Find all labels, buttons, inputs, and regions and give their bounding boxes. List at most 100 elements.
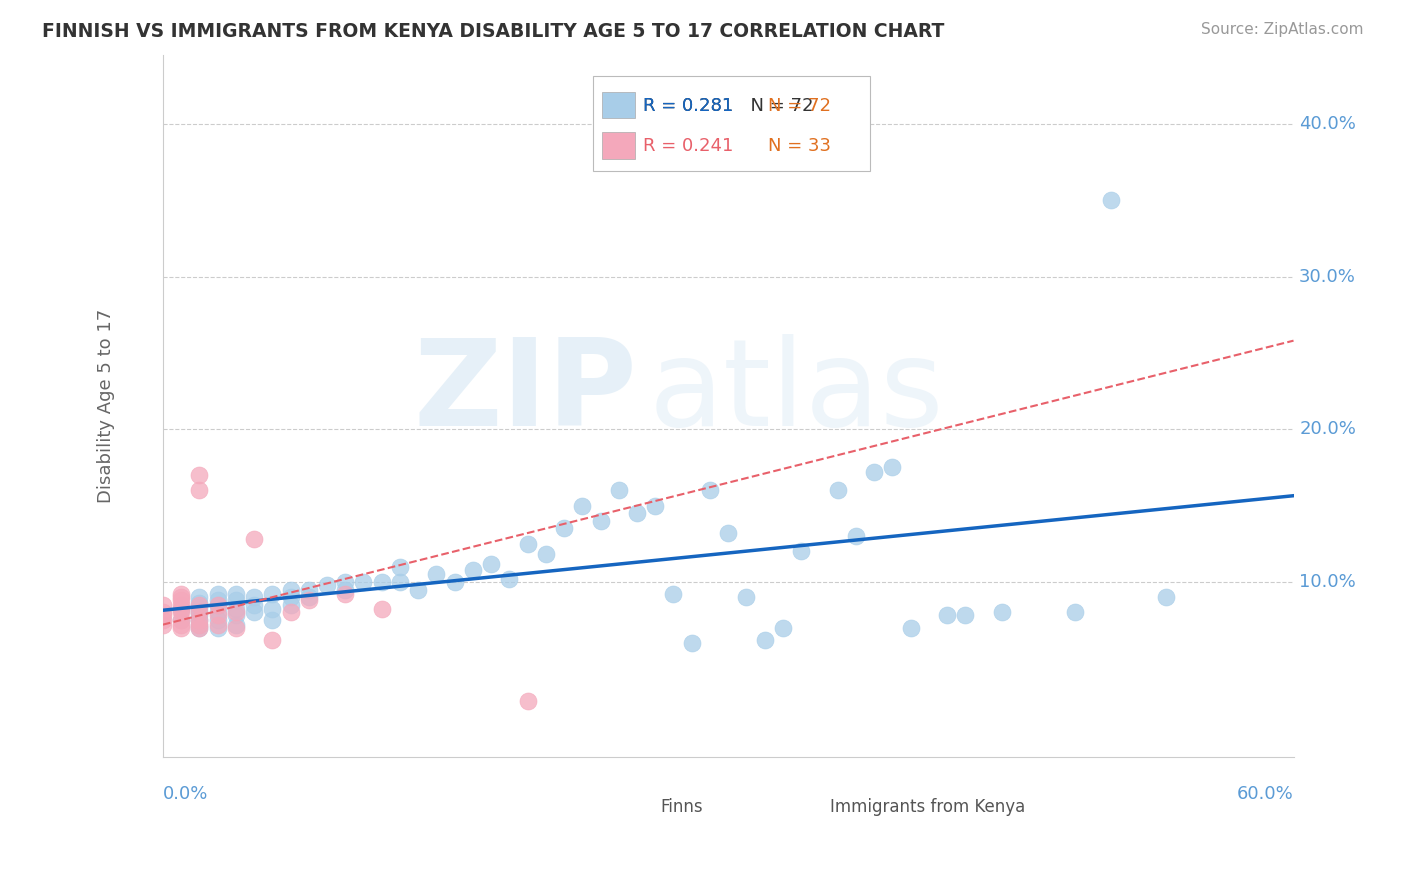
Point xyxy=(443,574,465,589)
Text: 20.0%: 20.0% xyxy=(1299,420,1355,438)
Point xyxy=(207,617,229,632)
Point xyxy=(553,521,575,535)
Point xyxy=(516,537,538,551)
Point xyxy=(243,606,266,620)
Text: 10.0%: 10.0% xyxy=(1299,573,1355,591)
FancyBboxPatch shape xyxy=(602,92,636,119)
Point xyxy=(298,582,321,597)
Text: FINNISH VS IMMIGRANTS FROM KENYA DISABILITY AGE 5 TO 17 CORRELATION CHART: FINNISH VS IMMIGRANTS FROM KENYA DISABIL… xyxy=(42,22,945,41)
Point xyxy=(170,613,193,627)
Point xyxy=(207,606,229,620)
FancyBboxPatch shape xyxy=(790,794,823,819)
Point xyxy=(225,602,247,616)
Point xyxy=(900,621,922,635)
Point xyxy=(406,582,429,597)
Point xyxy=(170,590,193,604)
Point xyxy=(352,574,374,589)
Point xyxy=(170,621,193,635)
Point xyxy=(207,593,229,607)
Text: 0.0%: 0.0% xyxy=(163,785,208,803)
Point xyxy=(188,608,211,623)
Point xyxy=(298,590,321,604)
Point xyxy=(152,598,174,612)
Point xyxy=(280,606,302,620)
FancyBboxPatch shape xyxy=(602,132,636,159)
FancyBboxPatch shape xyxy=(592,76,869,171)
Point xyxy=(936,608,959,623)
Point xyxy=(188,598,211,612)
Point xyxy=(335,574,357,589)
Point xyxy=(207,598,229,612)
Point xyxy=(644,499,666,513)
Point xyxy=(207,598,229,612)
Point xyxy=(188,600,211,615)
Point xyxy=(243,598,266,612)
Point xyxy=(298,593,321,607)
Point xyxy=(516,694,538,708)
Point xyxy=(790,544,813,558)
Point xyxy=(188,613,211,627)
FancyBboxPatch shape xyxy=(621,794,652,819)
Point xyxy=(170,598,193,612)
Point xyxy=(699,483,721,498)
Point xyxy=(170,617,193,632)
Point xyxy=(370,574,392,589)
Point xyxy=(1099,193,1122,207)
Point xyxy=(170,593,193,607)
Point xyxy=(188,621,211,635)
Point xyxy=(626,506,648,520)
Text: Immigrants from Kenya: Immigrants from Kenya xyxy=(830,797,1025,815)
Point xyxy=(243,590,266,604)
Point xyxy=(388,559,411,574)
Point xyxy=(425,567,447,582)
Text: Finns: Finns xyxy=(661,797,703,815)
Point xyxy=(152,606,174,620)
Point xyxy=(1063,606,1085,620)
Text: atlas: atlas xyxy=(650,334,945,450)
Text: N = 72: N = 72 xyxy=(768,96,831,115)
Point xyxy=(754,632,776,647)
Point xyxy=(188,596,211,610)
Point xyxy=(498,572,520,586)
Point xyxy=(262,587,284,601)
Point xyxy=(735,590,758,604)
Point xyxy=(170,587,193,601)
Point xyxy=(717,526,740,541)
Point xyxy=(170,602,193,616)
Point xyxy=(170,606,193,620)
Point xyxy=(188,617,211,632)
Point xyxy=(188,606,211,620)
Point xyxy=(262,602,284,616)
Point xyxy=(152,613,174,627)
Point xyxy=(571,499,593,513)
Point xyxy=(207,613,229,627)
Point xyxy=(388,574,411,589)
Point xyxy=(188,617,211,632)
Point xyxy=(262,632,284,647)
Point xyxy=(370,602,392,616)
Text: N = 33: N = 33 xyxy=(768,136,831,154)
Text: Disability Age 5 to 17: Disability Age 5 to 17 xyxy=(97,310,115,503)
Point xyxy=(534,548,557,562)
Point xyxy=(207,587,229,601)
Point xyxy=(863,465,886,479)
Point xyxy=(662,587,685,601)
Point xyxy=(225,606,247,620)
Point xyxy=(589,514,612,528)
Point xyxy=(335,587,357,601)
Point xyxy=(225,617,247,632)
Point xyxy=(152,608,174,623)
Point xyxy=(990,606,1012,620)
Point xyxy=(335,582,357,597)
Point xyxy=(461,563,484,577)
Point xyxy=(845,529,868,543)
Point xyxy=(479,557,502,571)
Text: Source: ZipAtlas.com: Source: ZipAtlas.com xyxy=(1201,22,1364,37)
Point xyxy=(207,621,229,635)
Point xyxy=(188,621,211,635)
Point xyxy=(225,593,247,607)
Text: R = 0.281   N = 72: R = 0.281 N = 72 xyxy=(644,96,814,115)
Point xyxy=(225,621,247,635)
Point xyxy=(152,617,174,632)
Point xyxy=(280,590,302,604)
